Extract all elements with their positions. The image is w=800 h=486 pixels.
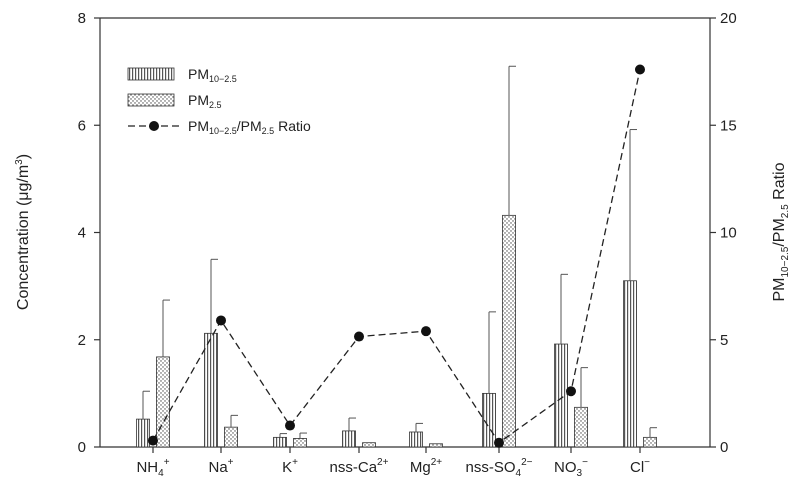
- bar-pm2.5: [362, 442, 376, 448]
- x-tick-label: NH4+: [136, 457, 169, 479]
- y2-tick-label: 15: [720, 117, 737, 134]
- bar-pm2.5: [574, 406, 588, 448]
- y2-axis-title: PM10−2.5/PM2.5 Ratio: [771, 162, 791, 301]
- legend-swatch-ratio-point: [149, 121, 159, 131]
- bar-pm10-2.5: [273, 436, 287, 448]
- ratio-point: [285, 420, 295, 431]
- y-tick-label: 4: [78, 225, 86, 242]
- legend-label: PM10−2.5: [188, 66, 237, 84]
- x-tick-label: Cl−: [630, 457, 650, 476]
- ratio-point: [421, 326, 431, 337]
- bar-pm10-2.5: [342, 430, 356, 448]
- y-axis-title: Concentration (μg/m3): [14, 154, 32, 310]
- y2-tick-label: 0: [720, 439, 728, 456]
- bar-pm2.5: [429, 443, 443, 448]
- x-tick-label: Na+: [208, 457, 233, 476]
- ratio-line: [152, 69, 641, 444]
- y-tick-label: 2: [78, 332, 86, 349]
- legend-label: PM10−2.5/PM2.5 Ratio: [188, 118, 311, 136]
- bar-pm10-2.5: [554, 343, 568, 448]
- bar-pm10-2.5: [623, 280, 637, 448]
- legend-swatch-pm2.5: [127, 93, 175, 107]
- y-tick-label: 0: [78, 439, 86, 456]
- ratio-point: [566, 386, 576, 397]
- bar-pm10-2.5: [204, 332, 218, 448]
- bar-pm2.5: [502, 214, 516, 448]
- bar-pm2.5: [156, 356, 170, 448]
- bar-pm2.5: [293, 438, 307, 448]
- x-tick-label: Mg2+: [410, 457, 442, 476]
- y2-tick-label: 20: [720, 10, 737, 27]
- x-tick-label: K+: [282, 457, 298, 476]
- ratio-point: [354, 331, 364, 342]
- x-tick-label: NO3−: [554, 457, 588, 479]
- y-tick-label: 8: [78, 10, 86, 27]
- ratio-point: [216, 315, 226, 326]
- x-tick-label: nss-Ca2+: [330, 457, 389, 476]
- bar-pm2.5: [643, 436, 657, 448]
- ratio-point: [494, 437, 504, 448]
- x-tick-label: nss-SO42−: [466, 457, 533, 479]
- y-tick-label: 6: [78, 117, 86, 134]
- legend-swatch-pm10-2.5: [127, 67, 175, 81]
- bar-pm10-2.5: [136, 418, 150, 448]
- bar-pm2.5: [224, 426, 238, 448]
- ratio-point: [148, 435, 158, 446]
- y2-tick-label: 10: [720, 225, 737, 242]
- ratio-point: [635, 64, 645, 75]
- bar-pm10-2.5: [409, 431, 423, 448]
- y2-tick-label: 5: [720, 332, 728, 349]
- legend-label: PM2.5: [188, 92, 222, 110]
